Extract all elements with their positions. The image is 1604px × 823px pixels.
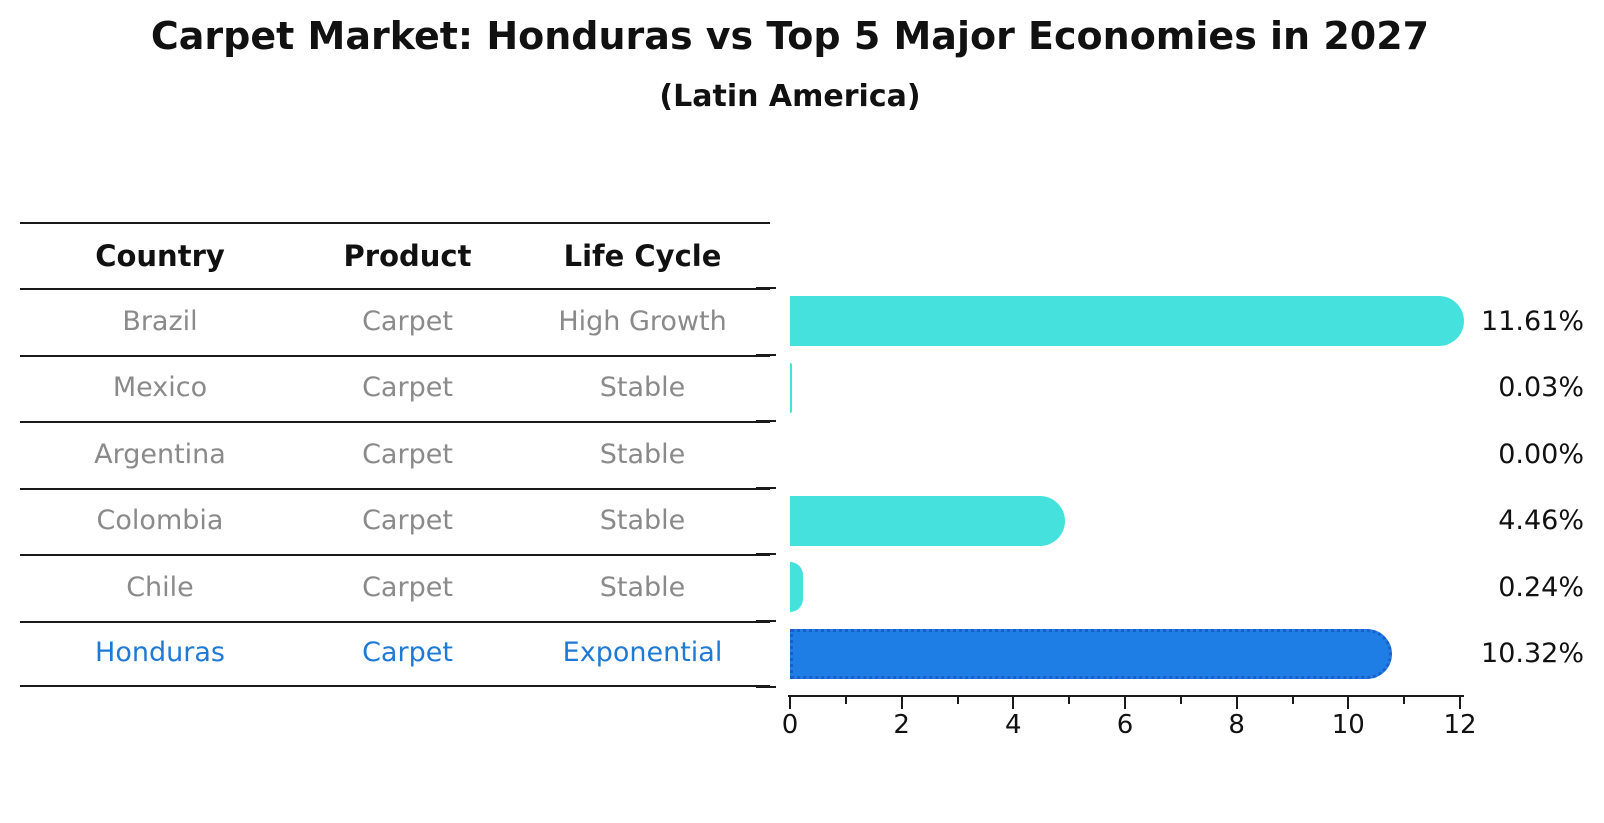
bar-colombia	[790, 495, 1065, 546]
cell-life-cycle: Exponential	[562, 637, 723, 669]
y-tick	[756, 287, 776, 289]
cell-product: Carpet	[362, 372, 453, 404]
cell-country: Brazil	[122, 305, 198, 337]
cell-country: Colombia	[96, 505, 224, 537]
cell-life-cycle: Stable	[599, 571, 686, 603]
bar-row-colombia	[790, 488, 1460, 555]
cell-product: Carpet	[362, 571, 453, 603]
table-row-chile: Chile Carpet Stable	[20, 554, 770, 621]
table-rule	[20, 421, 770, 423]
y-tick	[756, 486, 776, 489]
cell-country: Honduras	[95, 637, 225, 669]
bar-row-chile	[790, 554, 1460, 621]
x-tick-label: 4	[1005, 710, 1022, 740]
country-table: Country Product Life Cycle Brazil Carpet…	[20, 222, 770, 687]
x-tick-major	[1012, 697, 1015, 709]
cell-product: Carpet	[362, 637, 453, 669]
value-label-honduras: 10.32%	[1481, 638, 1584, 670]
x-tick-label: 0	[781, 710, 799, 740]
x-tick-label: 10	[1331, 710, 1365, 740]
bar-brazil	[790, 296, 1465, 346]
x-tick-label: 8	[1228, 710, 1245, 740]
cell-product: Carpet	[362, 305, 453, 337]
x-tick-minor	[1179, 697, 1182, 704]
cell-life-cycle: High Growth	[558, 305, 727, 337]
bar-row-brazil	[790, 288, 1465, 355]
bar-row-argentina	[790, 421, 1460, 488]
value-label-mexico: 0.03%	[1498, 372, 1584, 404]
cell-life-cycle: Stable	[599, 438, 686, 470]
value-label-chile: 0.24%	[1498, 571, 1584, 603]
table-row-mexico: Mexico Carpet Stable	[20, 355, 770, 422]
x-axis-tick-labels: 0 2 4 6 8 10 12	[782, 710, 1477, 746]
y-tick	[756, 420, 776, 422]
table-rule	[20, 554, 770, 556]
cell-life-cycle: Stable	[599, 505, 686, 537]
bar-row-mexico	[790, 355, 1460, 422]
bar-chile	[790, 562, 804, 612]
col-header-country: Country	[95, 239, 225, 273]
x-tick-minor	[1291, 697, 1294, 704]
value-label-brazil: 11.61%	[1481, 305, 1584, 337]
x-tick-major	[900, 697, 903, 709]
table-rule	[20, 620, 770, 623]
table-rule	[20, 487, 770, 490]
y-axis-ticks	[756, 287, 778, 688]
x-tick-minor	[844, 697, 847, 704]
y-tick	[756, 553, 776, 555]
bar-row-honduras	[790, 621, 1460, 688]
cell-country: Chile	[126, 571, 194, 603]
table-header-row: Country Product Life Cycle	[20, 224, 770, 288]
x-tick-major	[1235, 697, 1238, 709]
table-row-honduras: Honduras Carpet Exponential	[20, 621, 770, 686]
y-tick	[756, 353, 776, 356]
chart-title: Carpet Market: Honduras vs Top 5 Major E…	[150, 14, 1430, 58]
table-rule	[20, 354, 770, 357]
table-rule-top	[20, 222, 770, 224]
col-header-product: Product	[343, 239, 472, 273]
cell-product: Carpet	[362, 505, 453, 537]
cell-country: Mexico	[112, 372, 208, 404]
bar-honduras	[790, 628, 1393, 679]
x-tick-major	[1124, 697, 1126, 709]
x-tick-major	[1347, 697, 1350, 709]
x-tick-label: 12	[1443, 710, 1477, 740]
x-tick-minor	[1403, 697, 1406, 704]
table-row-brazil: Brazil Carpet High Growth	[20, 288, 770, 355]
chart-subtitle: (Latin America)	[659, 79, 921, 114]
x-tick-minor	[956, 697, 959, 704]
y-tick	[756, 686, 776, 688]
x-tick-minor	[1068, 697, 1071, 704]
x-tick-major	[789, 697, 791, 709]
table-rule-bottom	[20, 685, 770, 687]
x-tick-major	[1459, 697, 1461, 709]
x-tick-label: 6	[1116, 710, 1134, 740]
table-row-colombia: Colombia Carpet Stable	[20, 488, 770, 555]
value-label-argentina: 0.00%	[1498, 438, 1584, 470]
cell-life-cycle: Stable	[599, 372, 686, 404]
x-axis-line	[788, 695, 1464, 697]
cell-country: Argentina	[94, 438, 226, 470]
table-rule	[20, 288, 770, 290]
col-header-life-cycle: Life Cycle	[563, 239, 722, 273]
bar-mexico	[790, 362, 792, 413]
value-label-colombia: 4.46%	[1498, 505, 1584, 537]
y-tick	[756, 619, 776, 622]
x-axis-ticks	[789, 697, 1461, 711]
bar-plot-area	[790, 288, 1465, 688]
cell-product: Carpet	[362, 438, 453, 470]
table-row-argentina: Argentina Carpet Stable	[20, 421, 770, 488]
x-tick-label: 2	[893, 710, 910, 740]
